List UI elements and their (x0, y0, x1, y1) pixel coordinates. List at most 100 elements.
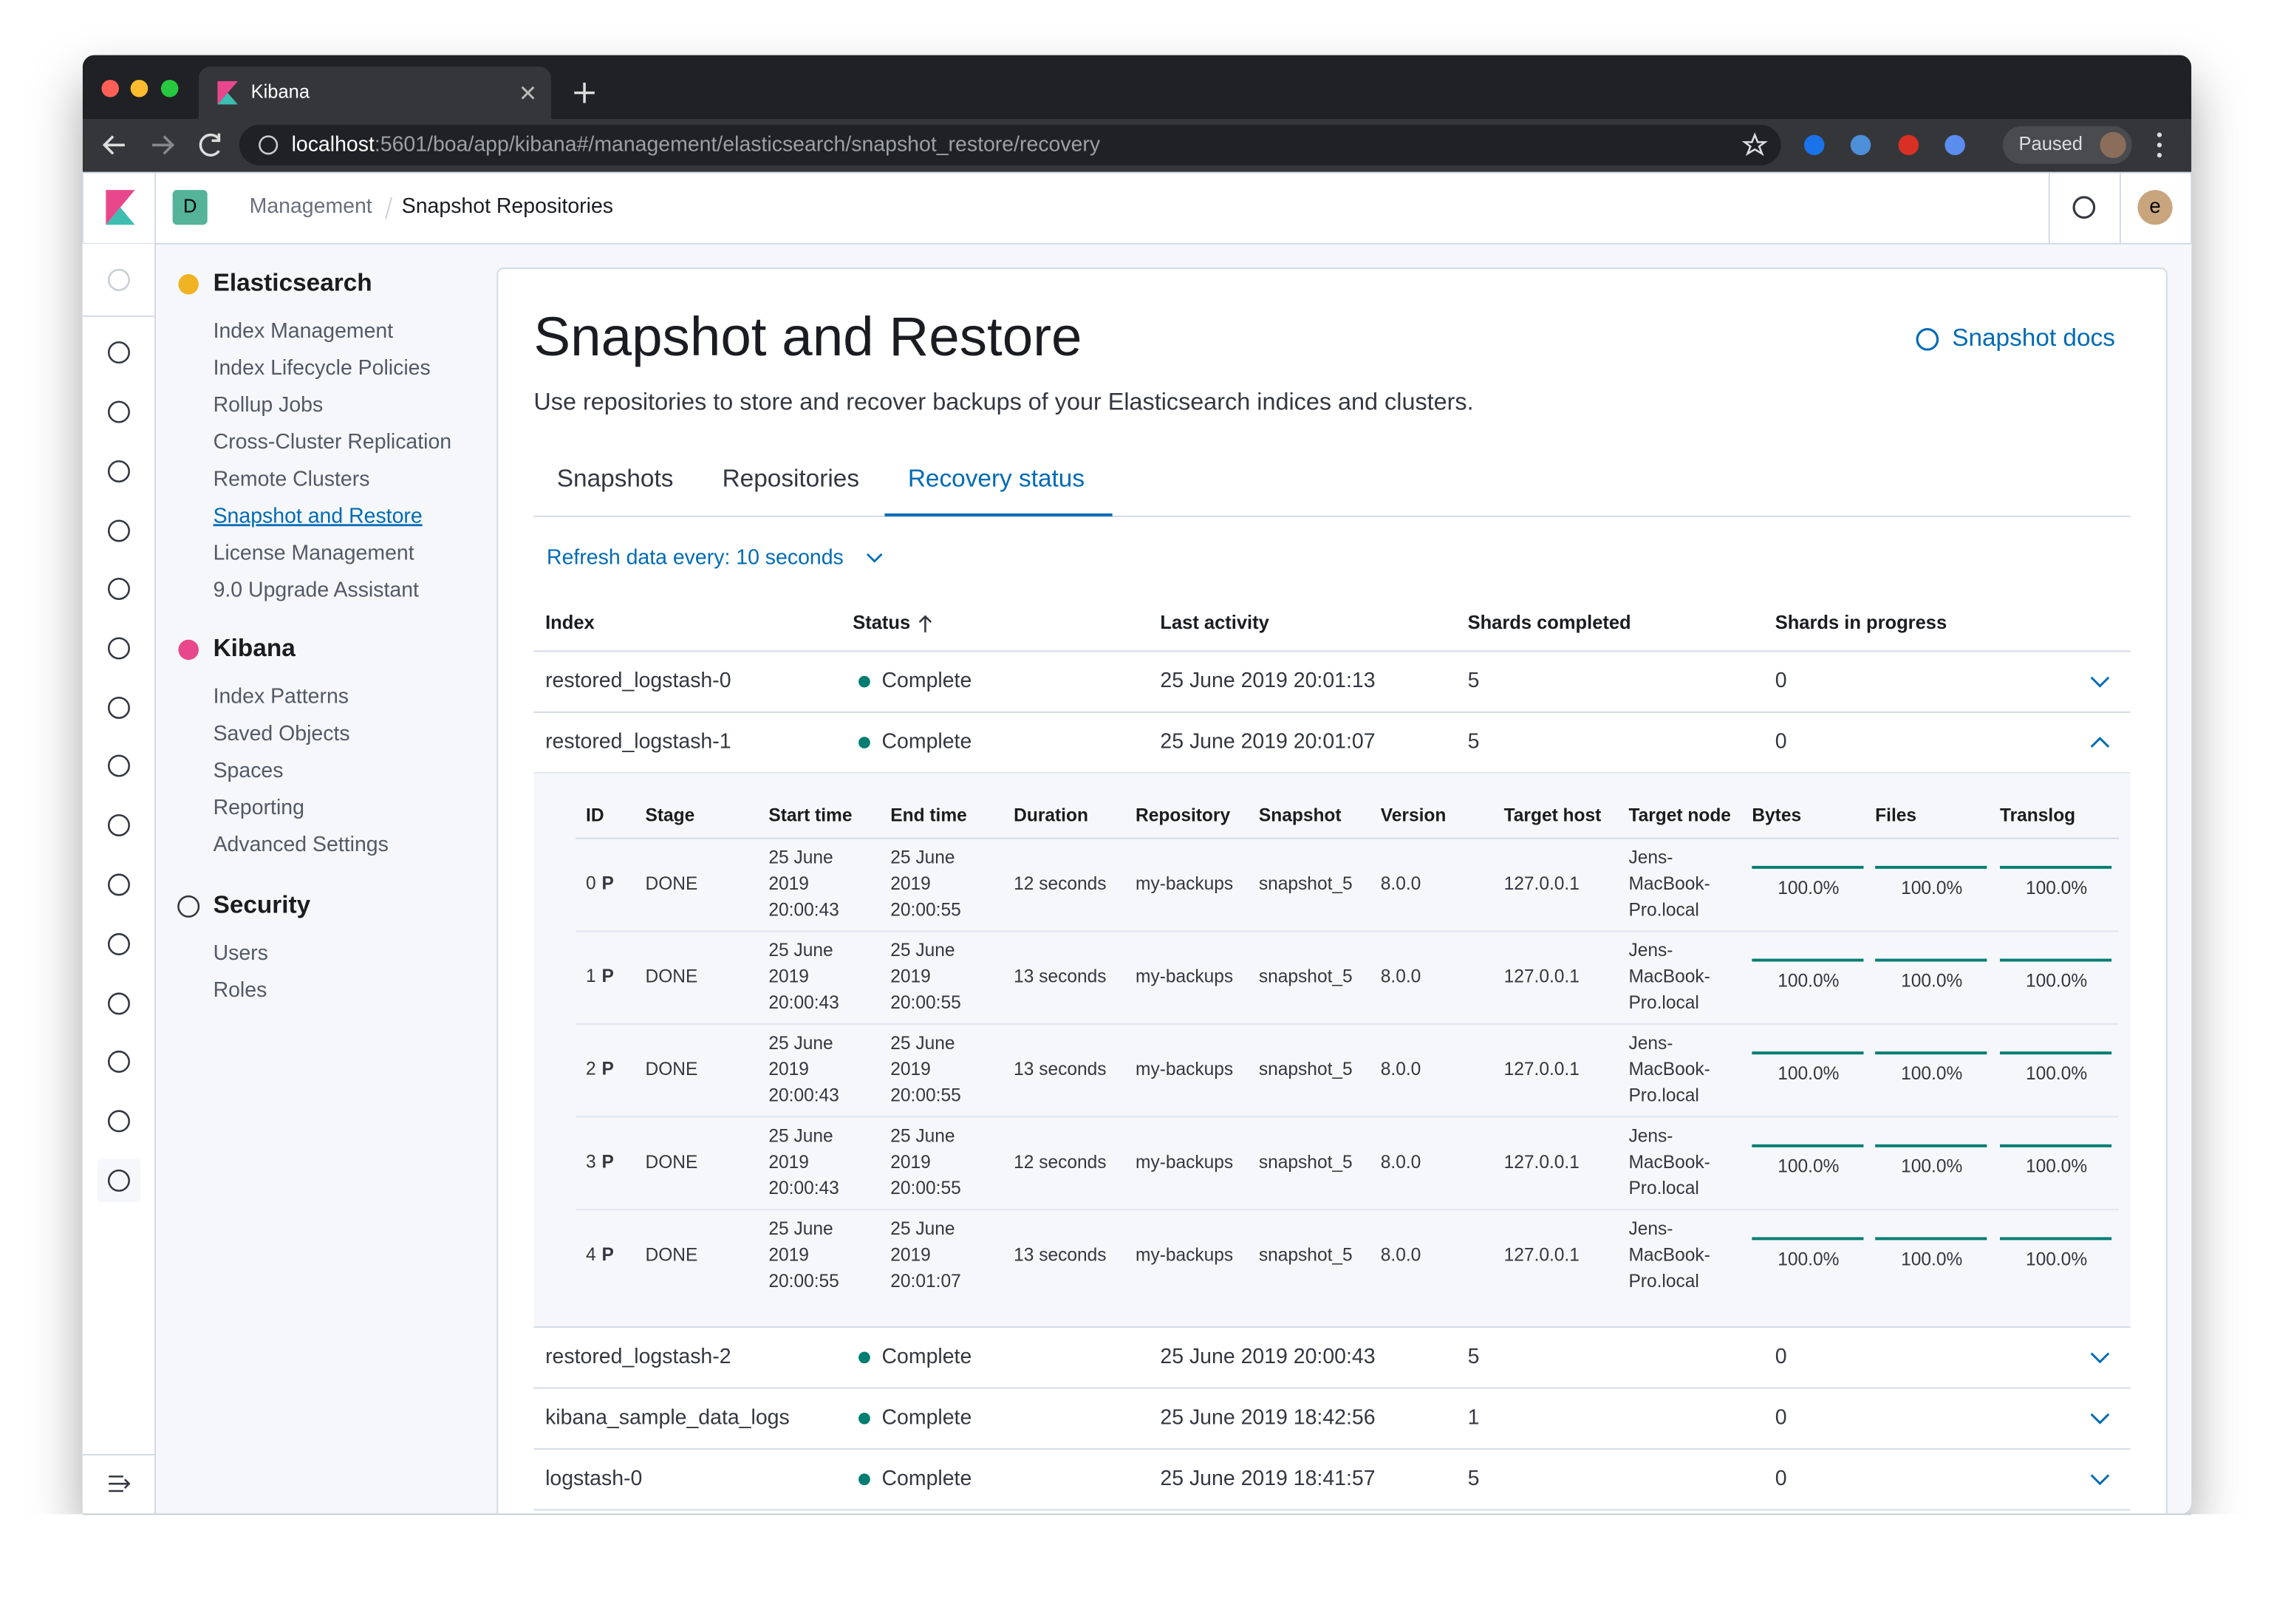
nav-icon[interactable] (107, 1110, 130, 1133)
sort-arrow (918, 615, 932, 632)
breadcrumb[interactable]: Management (250, 194, 372, 218)
target-node: MacBook- (1628, 1245, 1710, 1265)
nav-icon[interactable] (107, 400, 130, 423)
expand-toggle[interactable] (2090, 737, 2110, 748)
nav-icon[interactable] (107, 932, 130, 955)
extension[interactable] (1803, 134, 1825, 156)
nav-item[interactable]: License Management (214, 541, 414, 564)
snapshot: snapshot_5 (1259, 967, 1353, 987)
nav-icon[interactable] (107, 268, 130, 291)
end-time: 20:00:55 (890, 1086, 960, 1106)
column-header: Shards completed (1468, 613, 1631, 633)
stage: DONE (646, 1245, 698, 1265)
extension[interactable] (1898, 134, 1919, 156)
profile-pill[interactable] (2002, 126, 2132, 164)
avatar[interactable] (2137, 190, 2173, 225)
nav-item[interactable]: Spaces (214, 759, 284, 782)
nav-item[interactable]: Reporting (214, 796, 304, 819)
expand-toggle[interactable] (2090, 676, 2110, 688)
nav-item[interactable]: Remote Clusters (214, 467, 370, 491)
help-icon[interactable] (2072, 196, 2096, 219)
duration: 12 seconds (1014, 1153, 1106, 1173)
shard-id-number: 2 (586, 1060, 596, 1079)
nav-item[interactable]: Saved Objects (214, 722, 350, 746)
status-dot (858, 737, 870, 748)
back[interactable] (102, 135, 125, 155)
nav-icon[interactable] (107, 873, 130, 896)
target-node: Jens- (1628, 1034, 1673, 1054)
nav-item[interactable]: 9.0 Upgrade Assistant (214, 578, 419, 601)
target-node: Pro.local (1628, 1272, 1698, 1292)
nav-icon[interactable] (107, 696, 130, 719)
column-header: Last activity (1160, 613, 1269, 633)
progress-translog: 100.0% (2026, 1249, 2087, 1269)
nav-icon[interactable] (107, 577, 130, 601)
reload[interactable] (199, 133, 221, 157)
nav-icon[interactable] (107, 460, 130, 483)
nav-icon[interactable] (107, 754, 130, 777)
progress-bytes: 100.0% (1778, 1064, 1839, 1084)
nav-item[interactable]: Advanced Settings (214, 833, 389, 856)
window-button[interactable] (101, 79, 119, 98)
nav-item[interactable]: Rollup Jobs (214, 393, 324, 417)
status-dot (858, 1351, 870, 1364)
nav-item[interactable]: Index Patterns (214, 685, 349, 709)
nav-item[interactable]: Roles (214, 978, 267, 1002)
nav-icon[interactable] (107, 341, 130, 364)
tab[interactable]: Snapshots (557, 465, 674, 493)
nav-icon[interactable] (107, 1169, 130, 1192)
nav-item[interactable]: Index Lifecycle Policies (214, 356, 431, 380)
nav-item[interactable]: Cross-Cluster Replication (214, 430, 452, 454)
nav-item[interactable]: Users (214, 941, 268, 965)
kibana-header (81, 171, 2193, 245)
window-button[interactable] (160, 79, 179, 98)
forward[interactable] (152, 135, 175, 155)
extension[interactable] (1944, 134, 1965, 156)
shards-in-progress: 0 (1775, 1405, 1787, 1429)
target-node: MacBook- (1628, 1060, 1710, 1079)
target-host: 127.0.0.1 (1504, 1245, 1580, 1265)
bookmark-star[interactable] (1741, 132, 1768, 157)
below-window (0, 1514, 2274, 1624)
progress-bytes: 100.0% (1778, 1157, 1839, 1177)
expand-toggle[interactable] (2090, 1413, 2110, 1425)
nav-collapse[interactable] (109, 1475, 131, 1492)
extension[interactable] (1850, 134, 1871, 156)
refresh-control[interactable]: Refresh data every: 10 seconds (547, 545, 844, 569)
docs-link[interactable]: Snapshot docs (1952, 324, 2115, 352)
start-time: 2019 (768, 1245, 809, 1265)
version: 8.0.0 (1381, 1060, 1421, 1079)
expand-toggle[interactable] (2090, 1352, 2110, 1364)
new-tab[interactable] (574, 82, 595, 103)
shards-completed: 5 (1468, 669, 1480, 692)
shards-completed: 5 (1468, 1467, 1480, 1490)
tab[interactable]: Repositories (723, 465, 859, 493)
shard-id-number: 4 (586, 1245, 596, 1265)
last-activity: 25 June 2019 20:01:13 (1160, 669, 1375, 692)
snapshot: snapshot_5 (1259, 1153, 1353, 1173)
nav-item[interactable]: Index Management (214, 319, 394, 343)
nav-icon[interactable] (107, 1050, 130, 1073)
nav-icon[interactable] (107, 637, 130, 660)
nav-icon[interactable] (107, 519, 130, 542)
expand-toggle[interactable] (2090, 1474, 2110, 1486)
nav-item[interactable]: Snapshot and Restore (214, 504, 423, 528)
shard-id-number: 0 (586, 874, 596, 894)
section-icon (178, 639, 199, 661)
nav-icon[interactable] (107, 992, 130, 1015)
column-header[interactable]: Status (853, 613, 910, 633)
section-icon (177, 895, 200, 918)
status: Complete (882, 730, 972, 754)
nav-icon[interactable] (107, 813, 130, 836)
tab[interactable]: Recovery status (908, 465, 1085, 493)
tab[interactable] (198, 66, 551, 119)
target-node: Pro.local (1628, 993, 1698, 1013)
start-time: 2019 (768, 1153, 809, 1173)
address-bar[interactable] (239, 124, 1781, 166)
profile-avatar (2100, 132, 2126, 158)
start-time: 20:00:43 (768, 993, 839, 1013)
window-button[interactable] (130, 79, 148, 98)
space-badge[interactable] (172, 190, 208, 225)
tab-close[interactable] (521, 86, 535, 100)
